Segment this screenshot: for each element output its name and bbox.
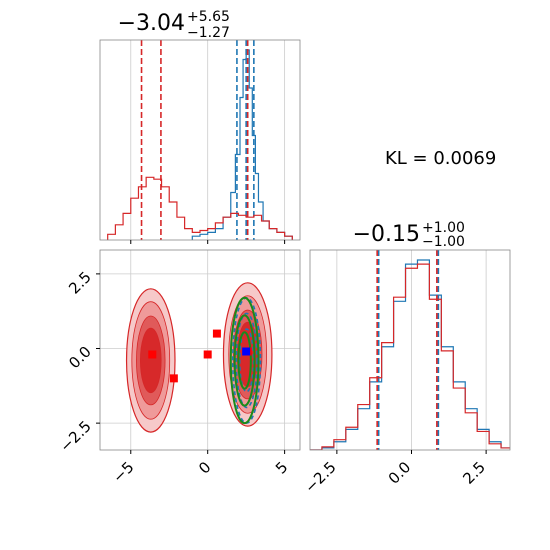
right-marginal-panel: −2.5 0.0 2.5: [301, 249, 511, 497]
joint-y-tick-label-0: −2.5: [56, 417, 94, 455]
red-contour-mode-0-level-3: [139, 327, 162, 394]
green-contour-0: [229, 296, 260, 425]
top-panel-title-sub: −1.27: [187, 25, 230, 41]
right-panel-title: −0.15: [353, 222, 420, 247]
blue-contour-1: [235, 312, 258, 409]
right-panel-title-sup: +1.00: [422, 220, 465, 236]
blue-marker: [242, 347, 251, 356]
red-marker-2: [212, 329, 221, 338]
joint-x-tick-label-1: 0: [195, 458, 214, 477]
right-frame: [309, 249, 511, 451]
right-x-tick-label-1: 0.0: [385, 458, 415, 488]
joint-frame: [99, 249, 301, 451]
top-panel-title-sup: +5.65: [187, 9, 230, 25]
top-marginal-panel: [99, 39, 301, 244]
right-x-tick-label-0: −2.5: [301, 458, 339, 496]
top-panel-title: −3.04: [118, 11, 185, 36]
red-marker-3: [203, 350, 212, 359]
blue-contour-2: [238, 328, 255, 393]
right-hist-series-1: [310, 263, 510, 450]
top-hist-series-1: [107, 176, 293, 240]
joint-contour-panel: −5 0 5 −2.5 0.0 2.5: [56, 249, 301, 486]
kl-annotation: KL = 0.0069: [385, 148, 496, 169]
joint-y-tick-label-1: 0.0: [65, 343, 95, 373]
green-contour-1: [233, 314, 256, 407]
top-frame: [99, 39, 301, 241]
red-marker-0: [148, 350, 157, 359]
right-panel-title-sub: −1.00: [422, 234, 465, 250]
joint-x-tick-label-2: 5: [272, 458, 291, 477]
red-marker-1: [169, 374, 178, 383]
green-contour-2: [237, 331, 252, 390]
joint-y-tick-label-2: 2.5: [65, 268, 95, 298]
right-x-tick-label-2: 2.5: [459, 458, 489, 488]
joint-x-tick-label-0: −5: [109, 458, 137, 486]
